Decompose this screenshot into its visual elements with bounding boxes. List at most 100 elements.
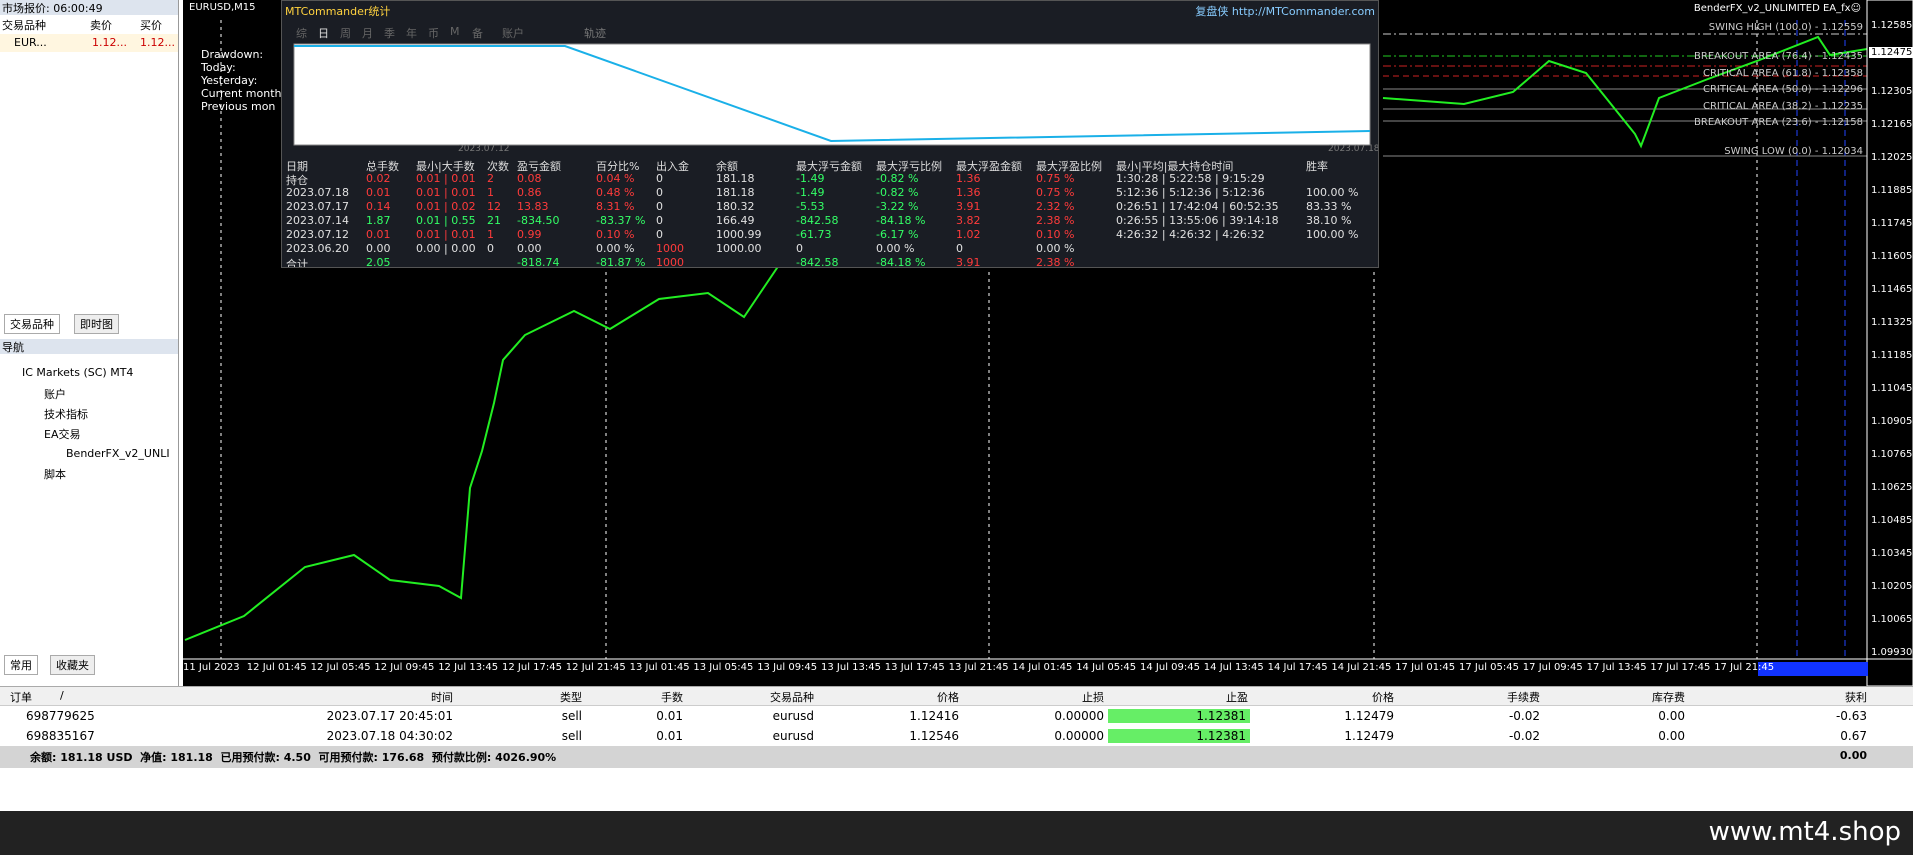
nav-item[interactable]: IC Markets (SC) MT4 xyxy=(22,366,134,379)
terminal-col-header: 价格 xyxy=(1372,691,1394,704)
order-cell[interactable]: 0.00000 xyxy=(1054,729,1104,743)
terminal-col-header: 止损 xyxy=(1082,691,1104,704)
navigator-header xyxy=(0,339,178,354)
market-row[interactable] xyxy=(0,34,178,52)
order-cell[interactable]: 1.12381 xyxy=(1108,729,1250,743)
order-cell[interactable]: eurusd xyxy=(772,709,814,723)
tab[interactable]: 即时图 xyxy=(74,314,119,334)
stats-cell: 38.10 % xyxy=(1306,214,1352,227)
stats-cell: -842.58 xyxy=(796,214,839,227)
nav-item[interactable]: EA交易 xyxy=(44,428,81,441)
stats-tab[interactable]: 日 xyxy=(318,27,329,40)
stats-tab[interactable]: M xyxy=(450,25,460,38)
stats-panel: MTCommander统计 复盘侠 http://MTCommander.com 综… xyxy=(281,0,1379,268)
order-cell[interactable]: -0.63 xyxy=(1835,709,1867,723)
order-cell[interactable]: -0.02 xyxy=(1508,729,1540,743)
stats-tab[interactable]: 币 xyxy=(428,27,439,40)
terminal-header xyxy=(0,687,1913,706)
terminal-col-header: 交易品种 xyxy=(770,691,814,704)
market-cell[interactable]: 1.12... xyxy=(92,36,127,49)
terminal-col-header: 类型 xyxy=(560,691,582,704)
stats-cell: -1.49 xyxy=(796,186,825,199)
time-label: 17 Jul 13:45 xyxy=(1586,662,1647,673)
order-cell[interactable]: 1.12479 xyxy=(1344,709,1394,723)
stats-col-header: 总手数 xyxy=(366,160,399,173)
tab[interactable]: 常用 xyxy=(4,655,38,675)
order-cell[interactable]: 0.00 xyxy=(1658,729,1685,743)
stats-cell: 0 xyxy=(656,186,663,199)
stats-cell: 0:26:55 | 13:55:06 | 39:14:18 xyxy=(1116,214,1279,227)
nav-item[interactable]: 脚本 xyxy=(44,468,66,481)
nav-item[interactable]: 技术指标 xyxy=(44,408,88,421)
tab[interactable]: 交易品种 xyxy=(4,314,60,334)
order-cell[interactable]: 2023.07.17 20:45:01 xyxy=(326,709,453,723)
stats-link[interactable]: 复盘侠 http://MTCommander.com xyxy=(1195,5,1375,18)
time-label: 12 Jul 05:45 xyxy=(310,662,371,673)
stats-cell: -84.18 % xyxy=(876,214,926,227)
order-cell[interactable]: 0.01 xyxy=(656,729,683,743)
stats-cell: 1000 xyxy=(656,242,684,255)
terminal-col-header: / xyxy=(60,689,64,702)
order-cell[interactable]: 0.00 xyxy=(1658,709,1685,723)
stats-cell: 1.36 xyxy=(956,172,981,185)
stats-title: MTCommander统计 xyxy=(285,5,391,18)
order-cell[interactable]: 698835167 xyxy=(26,729,95,743)
column-header: 买价 xyxy=(140,19,162,32)
stats-cell: 1 xyxy=(487,228,494,241)
fib-label: BREAKOUT AREA (76.4) - 1.12435 xyxy=(1694,51,1863,62)
stats-cell: 0.01 | 0.55 xyxy=(416,214,476,227)
stats-tab[interactable]: 账户 xyxy=(502,27,524,40)
stats-cell: 0 xyxy=(656,214,663,227)
order-cell[interactable]: 0.01 xyxy=(656,709,683,723)
stats-tab[interactable]: 综 xyxy=(296,27,307,40)
nav-item[interactable]: BenderFX_v2_UNLI xyxy=(66,447,170,460)
track-label: 轨迹 xyxy=(584,27,606,40)
stats-cell: 12 xyxy=(487,200,501,213)
time-label: 13 Jul 01:45 xyxy=(629,662,690,673)
order-cell[interactable]: 1.12546 xyxy=(909,729,959,743)
stats-cell: 2.32 % xyxy=(1036,200,1075,213)
stats-cell: 2023.07.12 xyxy=(286,228,349,241)
order-cell[interactable]: sell xyxy=(561,709,582,723)
market-cell[interactable]: EUR... xyxy=(14,36,47,49)
order-cell[interactable]: eurusd xyxy=(772,729,814,743)
stats-tab[interactable]: 月 xyxy=(362,27,373,40)
order-cell[interactable]: sell xyxy=(561,729,582,743)
market-cell[interactable]: 1.12... xyxy=(140,36,175,49)
order-cell[interactable]: -0.02 xyxy=(1508,709,1540,723)
fib-label: CRITICAL AREA (61.8) - 1.12358 xyxy=(1702,68,1863,79)
order-cell[interactable]: 2023.07.18 04:30:02 xyxy=(326,729,453,743)
stats-cell: 3.91 xyxy=(956,200,981,213)
stats-cell: 166.49 xyxy=(716,214,755,227)
stats-cell: 1000.00 xyxy=(716,242,762,255)
tab[interactable]: 收藏夹 xyxy=(50,655,95,675)
stats-cell: 83.33 % xyxy=(1306,200,1352,213)
stats-cell: 0.08 xyxy=(517,172,542,185)
stats-cell: 2023.06.20 xyxy=(286,242,349,255)
stats-cell: 1.02 xyxy=(956,228,981,241)
time-label: 12 Jul 13:45 xyxy=(438,662,499,673)
stats-tab[interactable]: 季 xyxy=(384,27,395,40)
stats-cell: 0.75 % xyxy=(1036,172,1075,185)
time-label: 13 Jul 21:45 xyxy=(948,662,1009,673)
stats-tab[interactable]: 周 xyxy=(340,27,351,40)
order-cell[interactable]: 1.12416 xyxy=(909,709,959,723)
order-cell[interactable]: 1.12479 xyxy=(1344,729,1394,743)
order-cell[interactable]: 1.12381 xyxy=(1108,709,1250,723)
current-price: 1.12475 xyxy=(1869,47,1913,58)
overlay-text: Current month xyxy=(201,87,282,100)
left-panel: 市场报价: 06:00:49 导航 交易品种 卖价 买价 EUR... 1.12... 1… xyxy=(0,0,179,686)
time-label: 13 Jul 17:45 xyxy=(884,662,945,673)
stats-cell: -61.73 xyxy=(796,228,832,241)
order-cell[interactable]: 0.67 xyxy=(1840,729,1867,743)
chart-title: EURUSD,M15 xyxy=(189,2,256,13)
stats-cell: -6.17 % xyxy=(876,228,919,241)
stats-tab[interactable]: 年 xyxy=(406,27,417,40)
order-cell[interactable]: 698779625 xyxy=(26,709,95,723)
order-cell[interactable]: 0.00000 xyxy=(1054,709,1104,723)
stats-tab[interactable]: 备 xyxy=(472,27,483,40)
stats-cell: 0.01 xyxy=(366,228,391,241)
stats-cell: -818.74 xyxy=(517,256,560,268)
nav-item[interactable]: 账户 xyxy=(44,388,66,401)
time-label: 11 Jul 2023 xyxy=(183,662,240,673)
